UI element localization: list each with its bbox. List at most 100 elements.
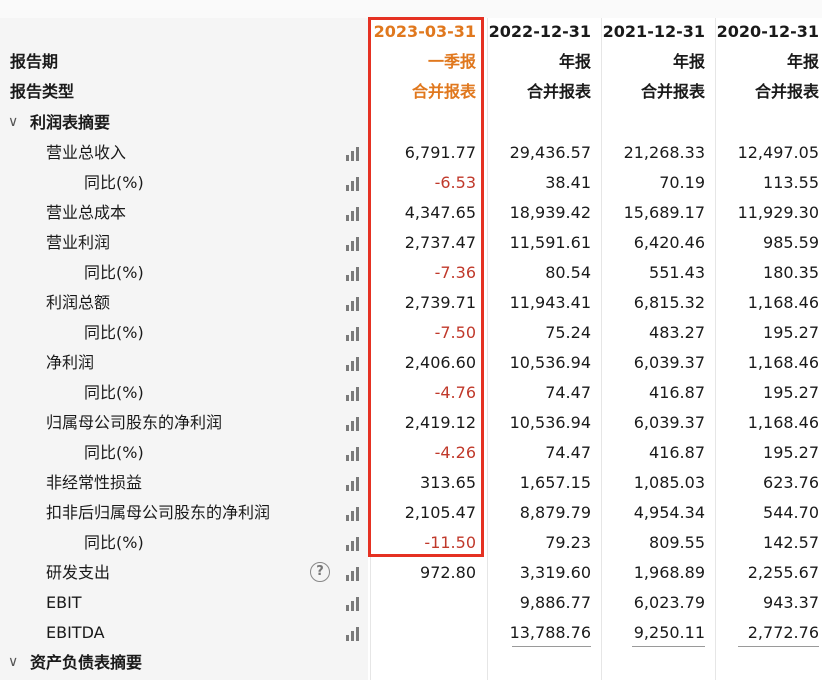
table-row: 同比(%) -7.50 75.24 483.27 195.27	[0, 318, 822, 348]
table-row: 同比(%) -6.53 38.41 70.19 113.55	[0, 168, 822, 198]
value-cell: 195.27	[763, 383, 819, 402]
table-row: 营业利润 2,737.47 11,591.61 6,420.46 985.59	[0, 228, 822, 258]
section-income-header[interactable]: ∨ 利润表摘要	[0, 108, 822, 138]
bar-chart-icon[interactable]	[346, 267, 362, 281]
header-period-row: 报告期 一季报 年报 年报 年报	[0, 47, 822, 77]
value-cell: 416.87	[649, 383, 705, 402]
help-icon[interactable]: ?	[310, 562, 330, 582]
value-underline	[512, 646, 591, 647]
column-type: 合并报表	[411, 82, 476, 101]
col-divider	[715, 18, 716, 680]
value-cell: 6,791.77	[404, 143, 476, 162]
value-cell: 9,886.77	[519, 593, 591, 612]
bar-chart-icon[interactable]	[346, 597, 362, 611]
row-label: 净利润	[46, 353, 95, 372]
table-row: 同比(%) -4.26 74.47 416.87 195.27	[0, 438, 822, 468]
value-cell: 6,023.79	[633, 593, 705, 612]
bar-chart-icon[interactable]	[346, 627, 362, 641]
column-type: 合并报表	[754, 82, 819, 101]
value-cell: 75.24	[545, 323, 591, 342]
column-period: 年报	[786, 52, 819, 71]
value-cell: 1,657.15	[519, 473, 591, 492]
bar-chart-icon[interactable]	[346, 477, 362, 491]
table-row: 扣非后归属母公司股东的净利润 2,105.47 8,879.79 4,954.34 54…	[0, 498, 822, 528]
value-cell: 180.35	[763, 263, 819, 282]
column-date[interactable]: 2020-12-31	[716, 22, 819, 41]
value-cell: 416.87	[649, 443, 705, 462]
bar-chart-icon[interactable]	[346, 417, 362, 431]
bar-chart-icon[interactable]	[346, 537, 362, 551]
table-row: 同比(%) -7.36 80.54 551.43 180.35	[0, 258, 822, 288]
table-row: 归属母公司股东的净利润 2,419.12 10,536.94 6,039.37 1,16…	[0, 408, 822, 438]
value-cell: 6,039.37	[633, 353, 705, 372]
type-label: 报告类型	[10, 82, 75, 101]
column-period: 一季报	[427, 52, 476, 71]
chevron-down-icon[interactable]: ∨	[8, 654, 19, 670]
value-cell: 195.27	[763, 323, 819, 342]
bar-chart-icon[interactable]	[346, 357, 362, 371]
value-cell: 6,420.46	[633, 233, 705, 252]
value-cell: 985.59	[763, 233, 819, 252]
bar-chart-icon[interactable]	[346, 237, 362, 251]
value-cell: 3,319.60	[519, 563, 591, 582]
table-row: 同比(%) -11.50 79.23 809.55 142.57	[0, 528, 822, 558]
value-cell: 972.80	[420, 563, 476, 582]
value-cell: 79.23	[545, 533, 591, 552]
bar-chart-icon[interactable]	[346, 567, 362, 581]
value-cell: 4,954.34	[633, 503, 705, 522]
value-cell: 809.55	[649, 533, 705, 552]
value-cell: 21,268.33	[623, 143, 705, 162]
value-cell: 38.41	[545, 173, 591, 192]
row-label: 同比(%)	[84, 173, 144, 192]
value-cell: 551.43	[649, 263, 705, 282]
row-label: 利润总额	[46, 293, 111, 312]
value-cell: -7.36	[434, 263, 476, 282]
value-cell: 12,497.05	[737, 143, 819, 162]
chevron-down-icon[interactable]: ∨	[8, 114, 19, 130]
value-cell: 10,536.94	[509, 413, 591, 432]
col-divider	[601, 18, 602, 680]
row-label: 研发支出	[46, 563, 111, 582]
row-label: EBIT	[46, 593, 82, 612]
table-row: 非经常性损益 313.65 1,657.15 1,085.03 623.76	[0, 468, 822, 498]
row-label: 同比(%)	[84, 323, 144, 342]
bar-chart-icon[interactable]	[346, 447, 362, 461]
value-cell: 15,689.17	[623, 203, 705, 222]
bar-chart-icon[interactable]	[346, 297, 362, 311]
column-date[interactable]: 2021-12-31	[602, 22, 705, 41]
row-label: 非经常性损益	[46, 473, 143, 492]
current-period-highlight	[368, 17, 484, 557]
bar-chart-icon[interactable]	[346, 507, 362, 521]
bar-chart-icon[interactable]	[346, 147, 362, 161]
column-date[interactable]: 2023-03-31	[373, 22, 476, 41]
table-row: EBITDA 13,788.76 9,250.11 2,772.76	[0, 618, 822, 648]
value-cell: 80.54	[545, 263, 591, 282]
value-cell: 29,436.57	[509, 143, 591, 162]
table-row: 利润总额 2,739.71 11,943.41 6,815.32 1,168.46	[0, 288, 822, 318]
row-label: 营业总收入	[46, 143, 127, 162]
top-strip	[0, 0, 822, 18]
value-cell: 11,591.61	[509, 233, 591, 252]
value-cell: 2,105.47	[404, 503, 476, 522]
column-date[interactable]: 2022-12-31	[488, 22, 591, 41]
section-balance-header[interactable]: ∨ 资产负债表摘要	[0, 648, 822, 678]
value-cell: 943.37	[763, 593, 819, 612]
bar-chart-icon[interactable]	[346, 327, 362, 341]
row-label: 营业总成本	[46, 203, 127, 222]
row-label: EBITDA	[46, 623, 105, 642]
table-row: 研发支出? 972.80 3,319.60 1,968.89 2,255.67	[0, 558, 822, 588]
bar-chart-icon[interactable]	[346, 177, 362, 191]
value-cell: -11.50	[424, 533, 476, 552]
value-cell: 623.76	[763, 473, 819, 492]
value-cell: 10,536.94	[509, 353, 591, 372]
value-cell: 113.55	[763, 173, 819, 192]
value-cell: 74.47	[545, 383, 591, 402]
value-cell: 1,168.46	[747, 293, 819, 312]
bar-chart-icon[interactable]	[346, 207, 362, 221]
table-row: 营业总成本 4,347.65 18,939.42 15,689.17 11,929.30	[0, 198, 822, 228]
value-cell: 9,250.11	[633, 623, 705, 642]
bar-chart-icon[interactable]	[346, 387, 362, 401]
row-label: 同比(%)	[84, 443, 144, 462]
period-label: 报告期	[10, 52, 59, 71]
value-cell: -6.53	[434, 173, 476, 192]
